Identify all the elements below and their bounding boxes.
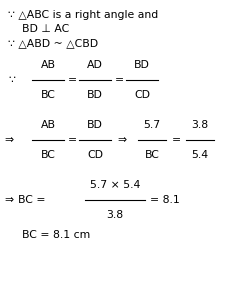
Text: BC = 8.1 cm: BC = 8.1 cm [22, 230, 90, 240]
Text: ∵ △ABC is a right angle and: ∵ △ABC is a right angle and [8, 10, 158, 20]
Text: ⇒: ⇒ [4, 135, 13, 145]
Text: BC: BC [41, 150, 55, 160]
Text: =: = [114, 75, 124, 85]
Text: =: = [67, 135, 77, 145]
Text: BD: BD [87, 90, 103, 100]
Text: BD: BD [134, 60, 150, 70]
Text: BD: BD [87, 120, 103, 130]
Text: BC: BC [41, 90, 55, 100]
Text: = 8.1: = 8.1 [150, 195, 180, 205]
Text: AD: AD [87, 60, 103, 70]
Text: AB: AB [41, 120, 56, 130]
Text: =: = [67, 75, 77, 85]
Text: ⇒: ⇒ [4, 195, 13, 205]
Text: ∵ △ABD ~ △CBD: ∵ △ABD ~ △CBD [8, 38, 98, 48]
Text: 5.4: 5.4 [191, 150, 208, 160]
Text: CD: CD [134, 90, 150, 100]
Text: =: = [171, 135, 181, 145]
Text: BC =: BC = [18, 195, 45, 205]
Text: CD: CD [87, 150, 103, 160]
Text: AB: AB [41, 60, 56, 70]
Text: ⇒: ⇒ [117, 135, 126, 145]
Text: 5.7 × 5.4: 5.7 × 5.4 [90, 180, 140, 190]
Text: BD ⊥ AC: BD ⊥ AC [22, 24, 69, 34]
Text: 5.7: 5.7 [144, 120, 161, 130]
Text: BC: BC [144, 150, 159, 160]
Text: 3.8: 3.8 [191, 120, 208, 130]
Text: 3.8: 3.8 [106, 210, 124, 220]
Text: ∵: ∵ [8, 75, 15, 85]
